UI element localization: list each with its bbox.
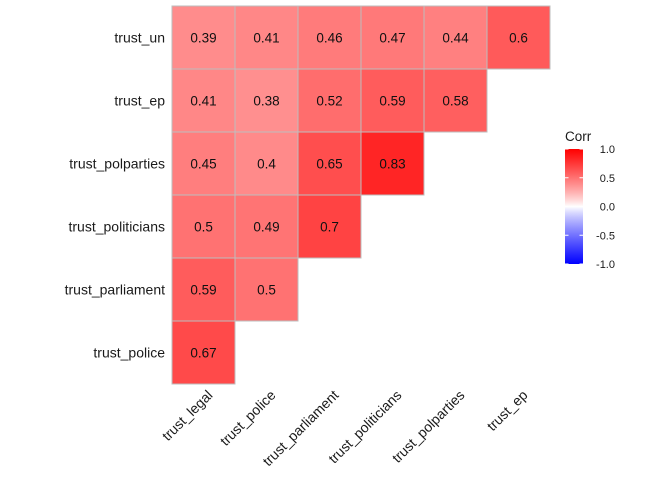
x-axis-label: trust_police: [217, 387, 279, 449]
heatmap-cell: [171, 320, 236, 385]
heatmap-cell: [297, 194, 362, 259]
cell-value-label: 0.5: [257, 283, 276, 298]
y-axis-label: trust_politicians: [69, 219, 166, 235]
heatmap-cell: [423, 68, 488, 133]
heatmap-cell: [234, 194, 299, 259]
cell-value-label: 0.49: [253, 220, 279, 235]
cell-value-label: 0.59: [379, 94, 405, 109]
heatmap-cell: [234, 68, 299, 133]
heatmap-cell: [171, 257, 236, 322]
heatmap-cells: [171, 5, 551, 385]
x-axis-label: trust_legal: [159, 387, 216, 444]
cell-value-label: 0.65: [316, 157, 342, 172]
color-legend: Corr 1.0 0.5 0.0 -0.5 -1.0: [565, 129, 615, 271]
cell-value-label: 0.7: [320, 220, 339, 235]
legend-tick-label: 0.0: [600, 202, 615, 214]
x-axis-labels: trust_legal trust_policetrust_parliamentt…: [159, 387, 531, 469]
y-axis-label: trust_polparties: [69, 156, 165, 172]
cell-value-label: 0.5: [194, 220, 213, 235]
cell-value-label: 0.58: [442, 94, 468, 109]
legend-colorbar: [565, 149, 583, 264]
cell-value-label: 0.45: [190, 157, 216, 172]
cell-value-label: 0.39: [190, 31, 216, 46]
heatmap-cell: [360, 68, 425, 133]
cell-value-label: 0.41: [253, 31, 279, 46]
cell-value-label: 0.4: [257, 157, 276, 172]
heatmap-cell: [360, 5, 425, 70]
heatmap-cell: [297, 131, 362, 196]
heatmap-cell: [171, 194, 236, 259]
legend-tick-label: -0.5: [596, 230, 615, 242]
y-axis-label: trust_ep: [114, 93, 165, 109]
y-axis-label: trust_parliament: [65, 282, 165, 298]
heatmap-cell: [297, 5, 362, 70]
legend-ticks: 1.0 0.5 0.0 -0.5 -1.0: [565, 144, 615, 271]
cell-value-label: 0.41: [190, 94, 216, 109]
heatmap-cell: [171, 5, 236, 70]
cell-value-label: 0.52: [316, 94, 342, 109]
cell-value-label: 0.47: [379, 31, 405, 46]
y-axis-label: trust_police: [93, 345, 165, 361]
cell-value-label: 0.38: [253, 94, 279, 109]
heatmap-cell: [234, 257, 299, 322]
y-axis-labels: trust_un trust_ep trust_polparties trust_po…: [65, 30, 166, 361]
cell-value-label: 0.59: [190, 283, 216, 298]
heatmap-cell: [171, 131, 236, 196]
cell-value-label: 0.44: [442, 31, 469, 46]
cell-value-label: 0.83: [379, 157, 405, 172]
legend-tick-label: -1.0: [596, 259, 615, 271]
x-axis-label: trust_ep: [484, 387, 531, 434]
heatmap-cell: [360, 131, 425, 196]
heatmap-cell: [234, 5, 299, 70]
cell-value-label: 0.6: [509, 31, 528, 46]
cell-value-label: 0.67: [190, 346, 216, 361]
y-axis-label: trust_un: [114, 30, 165, 46]
legend-title: Corr: [565, 129, 592, 144]
legend-tick-label: 0.5: [600, 173, 615, 185]
cell-value-labels: 0.39 0.41 0.46 0.47 0.44 0.6 0.41 0.38 0.52 0.59 0…: [190, 31, 528, 361]
heatmap-cell: [486, 5, 551, 70]
cell-value-label: 0.46: [316, 31, 342, 46]
legend-tick-label: 1.0: [600, 144, 615, 156]
